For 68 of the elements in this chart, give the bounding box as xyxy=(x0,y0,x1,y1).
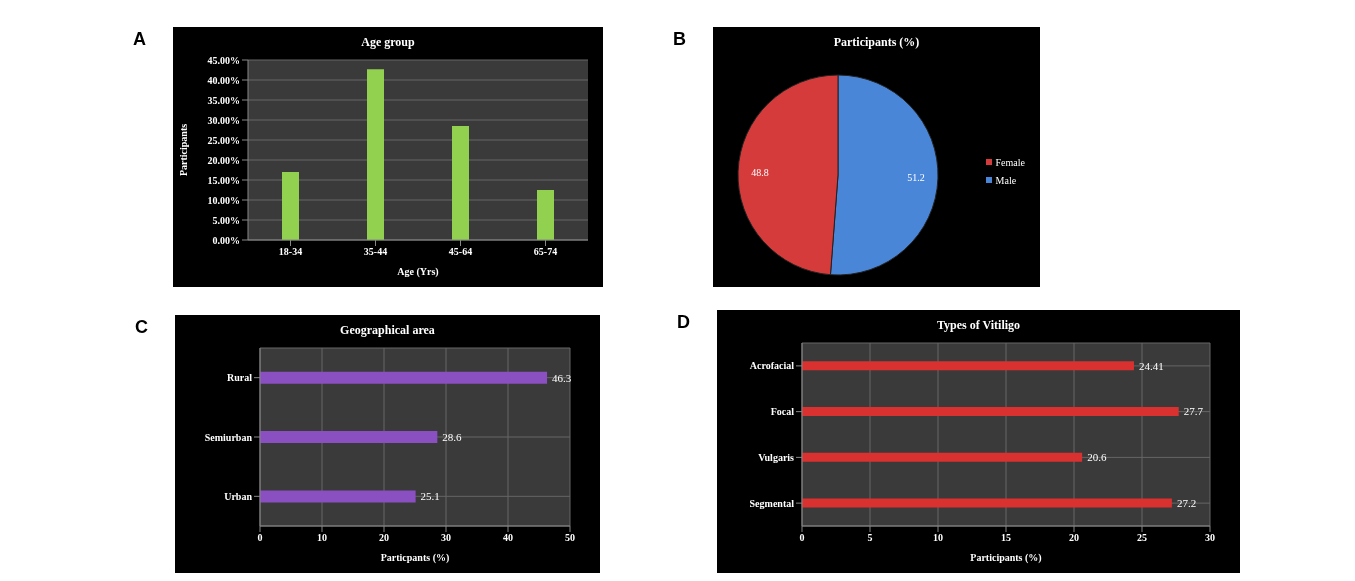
bar xyxy=(802,498,1172,508)
y-tick-label: Segmental xyxy=(749,497,795,509)
x-tick-label: 18-34 xyxy=(278,246,303,258)
chart-title: Types of Vitiligo xyxy=(935,317,1022,334)
x-axis-title: Age (Yrs) xyxy=(397,266,439,278)
text: A xyxy=(133,29,146,50)
y-tick-label: 30.00% xyxy=(207,114,240,126)
x-tick-label: 0 xyxy=(799,532,805,544)
y-tick-label: Focal xyxy=(770,406,795,418)
y-tick-label: 5.00% xyxy=(212,214,240,226)
bar xyxy=(802,452,1083,462)
text: B xyxy=(673,29,686,50)
chart-title: Participants (%) xyxy=(832,34,921,51)
text: C xyxy=(135,317,148,338)
bar xyxy=(282,172,299,240)
legend-label: Male xyxy=(995,175,1017,186)
x-tick-label: 50 xyxy=(565,532,575,544)
x-tick-label: 30 xyxy=(1205,532,1215,544)
bar xyxy=(260,371,548,384)
x-tick-label: 35-44 xyxy=(363,246,388,258)
bar xyxy=(802,407,1179,417)
data-label: 51.2 xyxy=(907,172,925,184)
y-tick-label: 45.00% xyxy=(207,54,240,66)
chart-title: Geographical area xyxy=(339,322,436,339)
x-tick-label: 15 xyxy=(1001,532,1011,544)
y-tick-label: Semiurban xyxy=(204,431,253,443)
x-tick-label: 0 xyxy=(257,532,263,544)
x-tick-label: 30 xyxy=(441,532,451,544)
data-label: 28.6 xyxy=(442,430,463,443)
y-tick-label: Rural xyxy=(227,372,253,384)
data-label: 24.41 xyxy=(1138,359,1164,372)
x-tick-label: 45-64 xyxy=(448,246,473,258)
x-tick-label: 40 xyxy=(503,532,513,544)
bar xyxy=(367,69,384,240)
x-tick-label: 5 xyxy=(867,532,873,544)
data-label: 20.6 xyxy=(1087,451,1107,464)
x-tick-label: 20 xyxy=(379,532,389,544)
y-tick-label: 35.00% xyxy=(207,94,240,106)
bar xyxy=(802,361,1134,371)
x-tick-label: 10 xyxy=(933,532,943,544)
legend-label: Female xyxy=(995,157,1025,168)
x-tick-label: 25 xyxy=(1137,532,1147,544)
x-tick-label: 20 xyxy=(1069,532,1079,544)
bar xyxy=(260,490,416,503)
bar xyxy=(260,431,438,444)
bar xyxy=(537,190,554,240)
data-label: 46.3 xyxy=(552,371,572,384)
y-tick-label: 25.00% xyxy=(207,134,240,146)
chart-title: Age group xyxy=(360,34,416,51)
data-label: 27.7 xyxy=(1183,405,1204,418)
x-axis-title: Participants (%) xyxy=(970,552,1042,564)
text: D xyxy=(677,312,690,333)
data-label: 48.8 xyxy=(751,166,769,178)
y-axis-title: Participants xyxy=(177,123,189,177)
x-axis-title: Particpants (%) xyxy=(380,552,450,564)
bar xyxy=(452,126,469,240)
y-tick-label: Urban xyxy=(224,490,253,502)
x-tick-label: 10 xyxy=(317,532,327,544)
y-tick-label: 0.00% xyxy=(212,234,240,246)
data-label: 25.1 xyxy=(420,490,440,503)
y-tick-label: 20.00% xyxy=(207,154,240,166)
y-tick-label: Vulgaris xyxy=(758,451,795,463)
y-tick-label: 15.00% xyxy=(207,174,240,186)
data-label: 27.2 xyxy=(1176,496,1197,509)
y-tick-label: Acrofacial xyxy=(749,360,795,372)
y-tick-label: 10.00% xyxy=(207,194,240,206)
x-tick-label: 65-74 xyxy=(533,246,558,258)
y-tick-label: 40.00% xyxy=(207,74,240,86)
